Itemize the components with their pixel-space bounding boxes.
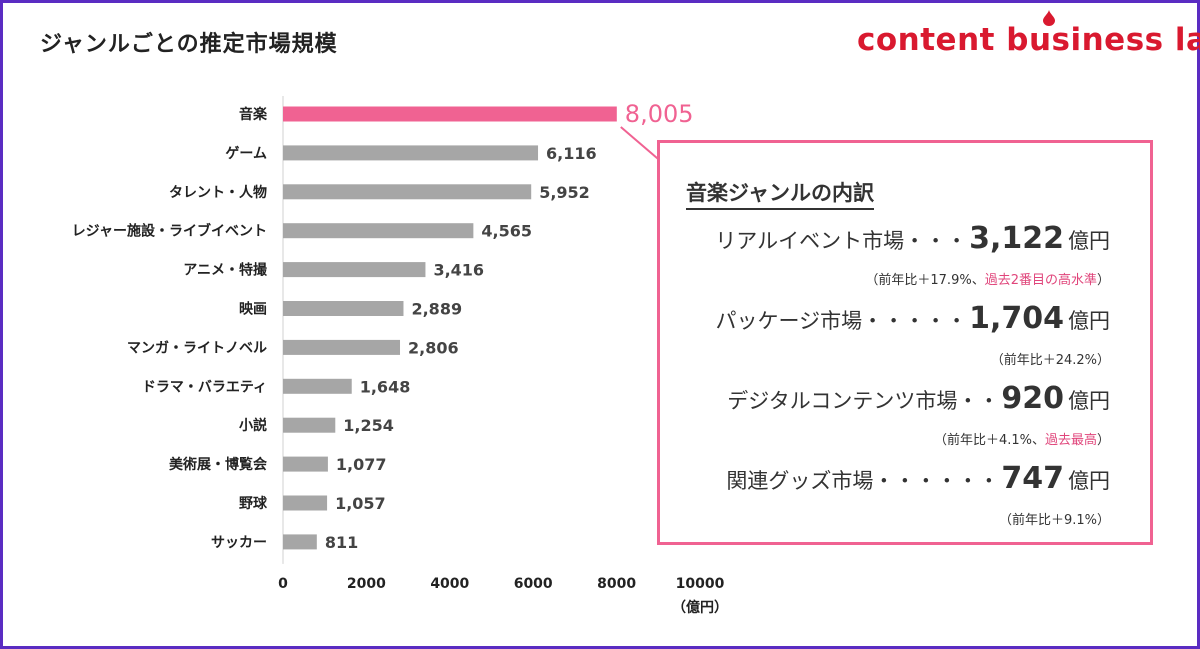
note-text: ） [1096, 273, 1110, 288]
data-label: 6,116 [546, 144, 597, 163]
breakdown-row: リアルイベント市場・・・3,122 億円 [715, 221, 1110, 256]
bar [283, 534, 317, 550]
data-label: 1,077 [336, 455, 387, 474]
note-text: （前年比＋17.9%、 [865, 273, 985, 288]
breakdown-value: 1,704 [969, 301, 1064, 336]
music-breakdown-callout: 音楽ジャンルの内訳 リアルイベント市場・・・3,122 億円 （前年比＋17.9%… [657, 140, 1153, 545]
data-label: 8,005 [625, 100, 694, 128]
data-label: 1,057 [335, 494, 386, 513]
breakdown-label: リアルイベント市場・・・ [715, 229, 968, 253]
drop-icon [1043, 10, 1055, 26]
category-label: 映画 [239, 302, 267, 318]
breakdown-label: 関連グッズ市場・・・・・・ [726, 469, 1000, 493]
category-label: サッカー [211, 535, 267, 551]
data-label: 4,565 [481, 222, 532, 241]
bar [283, 223, 474, 239]
data-label: 5,952 [539, 183, 590, 202]
data-label: 1,648 [360, 377, 411, 396]
note-text: （前年比＋9.1%） [998, 513, 1110, 528]
bar [283, 339, 401, 355]
bar [283, 262, 426, 278]
x-tick-label: 10000 [676, 576, 725, 592]
category-label: 小説 [239, 417, 267, 434]
note-text: ） [1096, 433, 1110, 448]
breakdown-unit: 億円 [1068, 469, 1110, 493]
x-tick-label: 4000 [430, 576, 469, 592]
note-highlight: 過去最高 [1044, 433, 1097, 448]
breakdown-note: （前年比＋4.1%、過去最高） [934, 429, 1110, 448]
bar [283, 456, 328, 472]
breakdown-unit: 億円 [1068, 229, 1110, 253]
data-label: 1,254 [343, 416, 394, 435]
breakdown-note: （前年比＋24.2%） [991, 349, 1110, 368]
breakdown-value: 920 [1001, 381, 1064, 416]
note-highlight: 過去2番目の高水準 [984, 273, 1097, 288]
data-label: 2,806 [408, 338, 459, 357]
breakdown-row: 関連グッズ市場・・・・・・747 億円 [726, 461, 1110, 496]
x-tick-label: 6000 [514, 576, 553, 592]
x-tick-label: 0 [278, 576, 288, 592]
data-label: 811 [325, 533, 358, 552]
x-axis-unit: （億円） [672, 599, 728, 616]
category-label: 美術展・博覧会 [169, 456, 268, 473]
breakdown-value: 747 [1001, 461, 1064, 496]
bar [283, 184, 532, 200]
breakdown-note: （前年比＋17.9%、過去2番目の高水準） [865, 269, 1110, 288]
callout-title: 音楽ジャンルの内訳 [686, 177, 874, 210]
breakdown-label: デジタルコンテンツ市場・・ [727, 389, 1000, 413]
bar [283, 378, 352, 394]
category-label: 野球 [239, 495, 268, 512]
category-label: マンガ・ライトノベル [127, 340, 267, 356]
bar [283, 301, 404, 316]
page-title: ジャンルごとの推定市場規模 [40, 32, 338, 57]
breakdown-row: デジタルコンテンツ市場・・920 億円 [727, 381, 1110, 416]
category-label: レジャー施設・ライブイベント [72, 223, 267, 240]
note-text: （前年比＋24.2%） [990, 353, 1110, 368]
brand-logo: content business lab [857, 22, 1200, 58]
category-label: タレント・人物 [169, 184, 267, 201]
bar [283, 417, 336, 433]
breakdown-unit: 億円 [1068, 389, 1110, 413]
data-label: 3,416 [433, 261, 484, 280]
breakdown-label: パッケージ市場・・・・・ [715, 309, 968, 333]
bar [283, 106, 617, 122]
bar [283, 145, 539, 161]
x-tick-label: 8000 [597, 576, 636, 592]
bar [283, 495, 328, 511]
breakdown-row: パッケージ市場・・・・・1,704 億円 [716, 301, 1111, 336]
category-label: アニメ・特撮 [183, 262, 268, 279]
note-text: （前年比＋4.1%、 [933, 433, 1045, 448]
category-label: 音楽 [239, 106, 268, 123]
category-label: ゲーム [225, 145, 267, 162]
breakdown-note: （前年比＋9.1%） [999, 509, 1110, 528]
breakdown-value: 3,122 [969, 221, 1064, 256]
x-tick-label: 2000 [347, 576, 386, 592]
data-label: 2,889 [411, 300, 462, 319]
category-label: ドラマ・バラエティ [142, 379, 267, 395]
breakdown-unit: 億円 [1068, 309, 1110, 333]
